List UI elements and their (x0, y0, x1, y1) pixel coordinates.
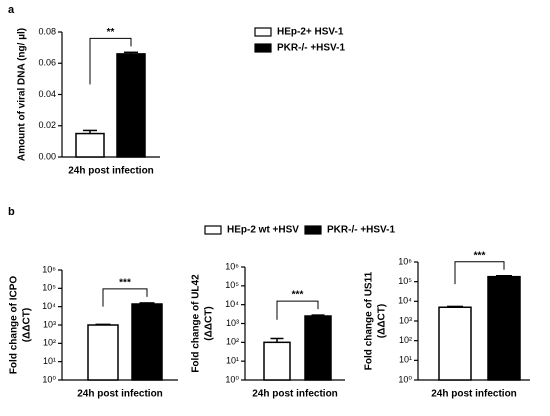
y-tick-label: 0.00 (38, 151, 56, 161)
significance-bracket (276, 300, 319, 320)
bar (75, 132, 105, 158)
bar (116, 53, 146, 158)
y-tick-label: 10³ (43, 319, 56, 329)
legend-label: HEp-2+ HSV-1 (277, 27, 344, 38)
y-axis-label: (ΔΔCT) (22, 308, 33, 342)
y-tick-label: 10³ (226, 318, 239, 328)
bar (87, 324, 119, 381)
significance-bracket (102, 288, 148, 307)
significance-label: *** (474, 250, 486, 261)
significance-label: ** (107, 27, 115, 38)
significance-bracket (454, 261, 505, 285)
y-axis-label: Fold change of US11 (364, 271, 375, 370)
y-tick-label: 10⁶ (225, 261, 239, 271)
x-tick-label: 24h post infection (77, 389, 163, 400)
y-tick-label: 10¹ (399, 355, 412, 365)
significance-bracket (89, 37, 132, 85)
y-tick-label: 10⁴ (398, 296, 412, 306)
legend-label: PKR-/- +HSV-1 (327, 225, 396, 236)
legend-label: HEp-2 wt +HSV (227, 225, 299, 236)
y-tick-label: 0.08 (38, 26, 56, 36)
x-tick-label: 24h post infection (252, 389, 338, 400)
y-tick-label: 10⁶ (398, 256, 412, 266)
y-tick-label: 10⁵ (225, 280, 239, 290)
panel-label: a (8, 4, 15, 16)
y-tick-label: 10⁶ (42, 264, 56, 274)
y-tick-label: 10⁰ (225, 374, 239, 384)
y-tick-label: 10³ (399, 315, 412, 325)
y-tick-label: 10¹ (226, 356, 239, 366)
y-tick-label: 10¹ (43, 356, 56, 366)
significance-label: *** (119, 278, 131, 289)
panel-label: b (8, 206, 15, 218)
legend-swatch (254, 43, 272, 53)
y-tick-label: 10⁰ (42, 374, 56, 384)
x-tick-label: 24h post infection (68, 166, 154, 177)
y-tick-label: 10⁵ (398, 276, 412, 286)
bar (304, 315, 332, 381)
y-axis-label: Fold change of ICPO (9, 276, 20, 375)
bar (131, 303, 163, 381)
y-tick-label: 0.02 (38, 120, 56, 130)
y-tick-label: 10² (43, 338, 56, 348)
y-tick-label: 10⁴ (225, 299, 239, 309)
y-tick-label: 10² (399, 335, 412, 345)
y-tick-label: 10⁴ (42, 301, 56, 311)
y-axis-label: (ΔΔCT) (204, 306, 215, 340)
legend-label: PKR-/- +HSV-1 (277, 43, 346, 54)
y-tick-label: 0.04 (38, 89, 56, 99)
y-tick-label: 10⁵ (42, 283, 56, 293)
bar (263, 341, 291, 381)
bar (438, 306, 472, 381)
y-tick-label: 0.06 (38, 58, 56, 68)
legend-swatch (254, 27, 272, 37)
x-tick-label: 24h post infection (431, 389, 517, 400)
y-axis-label: Fold change of UL42 (191, 274, 202, 373)
bar (487, 275, 521, 381)
y-axis-label: (ΔΔCT) (377, 304, 388, 338)
significance-label: *** (292, 290, 304, 301)
legend-swatch (304, 225, 322, 235)
y-tick-label: 10⁰ (398, 374, 412, 384)
y-axis-label: Amount of viral DNA (ng/ µl) (17, 28, 28, 161)
y-tick-label: 10² (226, 337, 239, 347)
legend-swatch (204, 225, 222, 235)
